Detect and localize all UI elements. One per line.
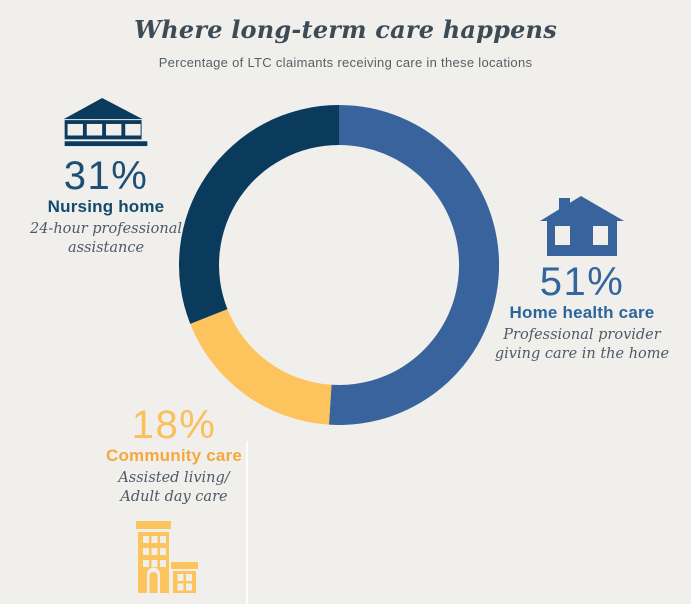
donut-segment-community-care — [190, 309, 332, 425]
nursing-home-description-line2: assistance — [67, 240, 145, 256]
community-care-label: Community care — [105, 446, 242, 465]
page-title: Where long-term care happens — [134, 15, 557, 44]
nursing-home-label: Nursing home — [47, 197, 165, 216]
community-care-description-line1: Assisted living/ — [118, 470, 230, 486]
home-health-description-line2: giving care in the home — [494, 346, 670, 362]
community-care-percent: 18% — [131, 403, 217, 447]
home-health-callout: 51% Home health care Professional provid… — [490, 196, 674, 364]
community-care-description-line2: Adult day care — [120, 489, 228, 505]
home-health-percent: 51% — [539, 260, 625, 304]
community-care-callout: 18% Community care Assisted living/ Adul… — [84, 404, 264, 593]
nursing-home-description: 24-hour professional assistance — [16, 220, 196, 258]
nursing-home-callout: 31% Nursing home 24-hour professional as… — [16, 98, 196, 258]
divider-line — [246, 441, 248, 604]
home-icon — [540, 196, 624, 256]
community-care-description: Assisted living/ Adult day care — [84, 469, 264, 507]
donut-segment-home-health-care — [328, 105, 499, 425]
home-health-label: Home health care — [509, 303, 655, 322]
nursing-home-icon — [63, 98, 148, 147]
donut-chart — [179, 105, 499, 425]
community-building-icon — [136, 521, 198, 593]
home-health-description-line1: Professional provider — [503, 327, 661, 343]
nursing-home-description-line1: 24-hour professional — [29, 221, 183, 237]
nursing-home-percent: 31% — [63, 154, 149, 198]
page-subtitle: Percentage of LTC claimants receiving ca… — [158, 55, 533, 70]
home-health-description: Professional provider giving care in the… — [490, 326, 674, 364]
donut-segment-nursing-home — [179, 105, 339, 324]
